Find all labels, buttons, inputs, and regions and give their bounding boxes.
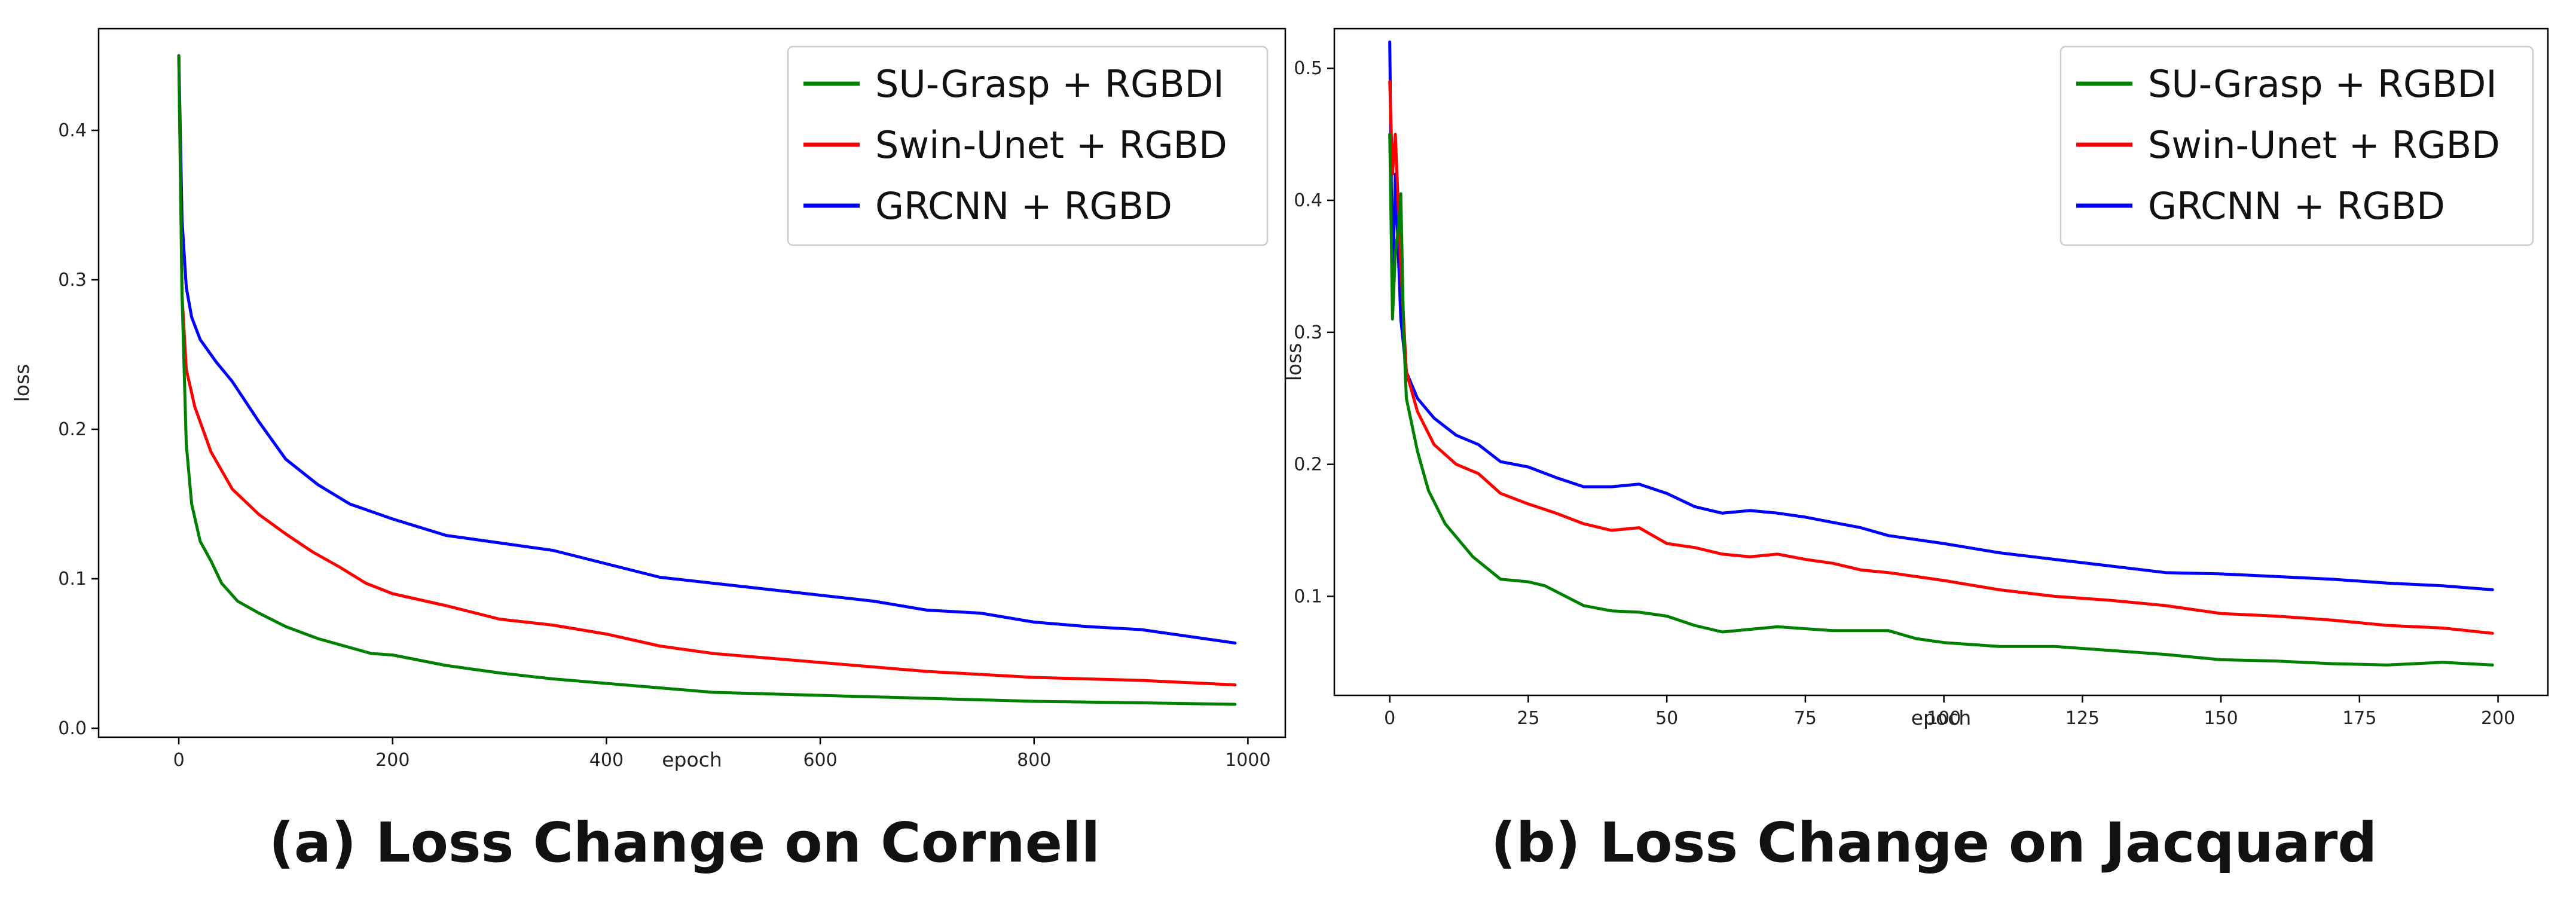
plot-frame <box>1333 28 2549 697</box>
legend-entry: GRCNN + RGBD <box>875 184 1172 228</box>
series-line-3 <box>1388 40 2494 591</box>
y-tick-label: 0.4 <box>1294 190 1322 211</box>
y-tick-label: 0.4 <box>58 120 87 141</box>
series-line-2 <box>1388 80 2494 635</box>
legend-entry: GRCNN + RGBD <box>2148 184 2445 228</box>
x-tick-label: 1000 <box>1225 750 1270 771</box>
y-tick-label: 0.2 <box>1294 454 1322 475</box>
x-tick-label: 50 <box>1655 708 1678 729</box>
legend-entry: SU-Grasp + RGBDI <box>875 62 1224 106</box>
legend-entry: Swin-Unet + RGBD <box>2148 123 2500 167</box>
y-tick-label: 0.3 <box>58 270 87 291</box>
y-axis-label: loss <box>1282 343 1306 381</box>
x-tick-label: 800 <box>1017 750 1051 771</box>
x-axis-label: epoch <box>1911 706 1972 729</box>
x-tick-label: 0 <box>1384 708 1395 729</box>
legend-entry: Swin-Unet + RGBD <box>875 123 1227 167</box>
x-tick-label: 200 <box>375 750 410 771</box>
plot-frame <box>97 28 1287 738</box>
series-line-1 <box>177 54 1237 706</box>
caption-jacquard: (b) Loss Change on Jacquard <box>1490 811 2378 875</box>
series-line-1 <box>1388 133 2494 667</box>
y-tick-label: 0.0 <box>58 718 87 739</box>
y-axis-label: loss <box>10 364 33 402</box>
y-tick-label: 0.5 <box>1294 58 1322 79</box>
x-tick-label: 150 <box>2204 708 2238 729</box>
chart-jacquard: 0 25 50 75 100 125 150 175 200 0.1 0.2 0.3 0.4 0.5 epo… <box>1282 28 2549 729</box>
y-tick-label: 0.1 <box>58 569 87 590</box>
x-axis-label: epoch <box>662 748 722 771</box>
y-tick-label: 0.3 <box>1294 322 1322 343</box>
chart-panel-cornell: 0 200 400 600 800 1000 0.0 0.1 0.2 0.3 0.4 epoch los… <box>0 0 1297 801</box>
x-tick-label: 75 <box>1794 708 1817 729</box>
chart-cornell: 0 200 400 600 800 1000 0.0 0.1 0.2 0.3 0.4 epoch los… <box>10 28 1287 771</box>
legend-box <box>2059 45 2534 246</box>
x-tick-label: 400 <box>589 750 624 771</box>
y-tick-label: 0.1 <box>1294 586 1322 607</box>
chart-panel-jacquard: 0 25 50 75 100 125 150 175 200 0.1 0.2 0.3 0.4 0.5 epo… <box>1282 0 2576 801</box>
y-tick-label: 0.2 <box>58 419 87 440</box>
x-tick-label: 200 <box>2481 708 2515 729</box>
legend-entry: SU-Grasp + RGBDI <box>2148 62 2497 106</box>
series-line-3 <box>177 54 1237 645</box>
x-tick-label: 25 <box>1517 708 1539 729</box>
caption-cornell: (a) Loss Change on Cornell <box>268 811 1101 875</box>
series-line-2 <box>177 54 1237 686</box>
x-tick-label: 125 <box>2065 708 2100 729</box>
x-tick-label: 600 <box>803 750 837 771</box>
x-tick-label: 175 <box>2342 708 2376 729</box>
x-tick-label: 100 <box>1927 708 1961 729</box>
legend-box <box>787 45 1269 246</box>
x-tick-label: 0 <box>173 750 185 771</box>
